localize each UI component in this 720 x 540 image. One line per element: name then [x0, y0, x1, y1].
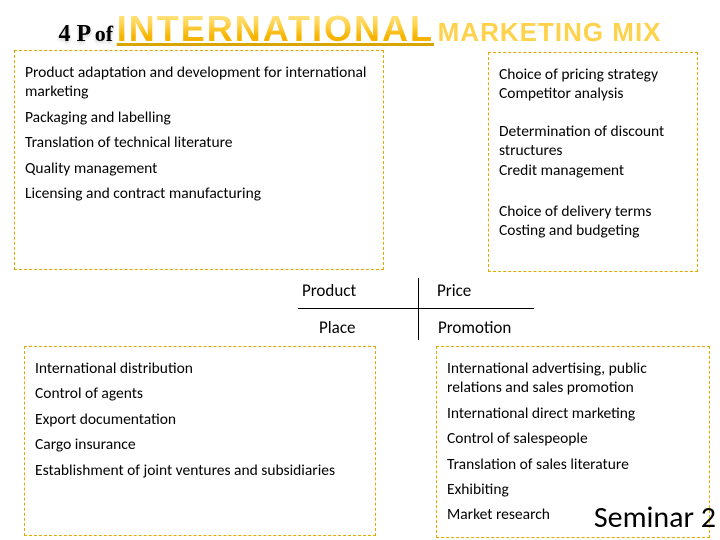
place-item: International distribution — [35, 359, 365, 378]
quad-divider-vertical — [418, 278, 419, 340]
price-item: Determination of discount structures Cre… — [499, 122, 687, 180]
title-international: INTERNATIONAL — [117, 8, 434, 49]
title-of: of — [95, 21, 113, 46]
promotion-item: International direct marketing — [447, 404, 699, 423]
product-item: Licensing and contract manufacturing — [25, 184, 373, 203]
seminar-label: Seminar 2 — [594, 499, 716, 536]
price-item: Choice of pricing strategy Competitor an… — [499, 65, 687, 104]
promotion-item: International advertising, public relati… — [447, 359, 699, 398]
product-item: Quality management — [25, 159, 373, 178]
product-box: Product adaptation and development for i… — [14, 50, 384, 270]
page-title: 4 P of INTERNATIONAL MARKETING MIX — [0, 0, 720, 50]
place-item: Cargo insurance — [35, 435, 365, 454]
label-promotion: Promotion — [438, 317, 511, 338]
place-box: International distribution Control of ag… — [24, 346, 376, 536]
title-marketing-mix: MARKETING MIX — [438, 17, 662, 47]
label-price: Price — [437, 280, 471, 301]
product-item: Packaging and labelling — [25, 108, 373, 127]
title-4p: 4 P — [58, 21, 91, 47]
label-product: Product — [302, 280, 356, 301]
quad-divider-horizontal — [298, 308, 534, 309]
product-item: Product adaptation and development for i… — [25, 63, 373, 102]
place-item: Establishment of joint ventures and subs… — [35, 461, 365, 480]
promotion-item: Translation of sales literature — [447, 455, 699, 474]
place-item: Control of agents — [35, 384, 365, 403]
label-place: Place — [319, 317, 355, 338]
promotion-item: Exhibiting — [447, 480, 699, 499]
product-item: Translation of technical literature — [25, 133, 373, 152]
promotion-item: Control of salespeople — [447, 429, 699, 448]
price-item: Choice of delivery terms Costing and bud… — [499, 202, 687, 241]
price-box: Choice of pricing strategy Competitor an… — [488, 52, 698, 272]
place-item: Export documentation — [35, 410, 365, 429]
